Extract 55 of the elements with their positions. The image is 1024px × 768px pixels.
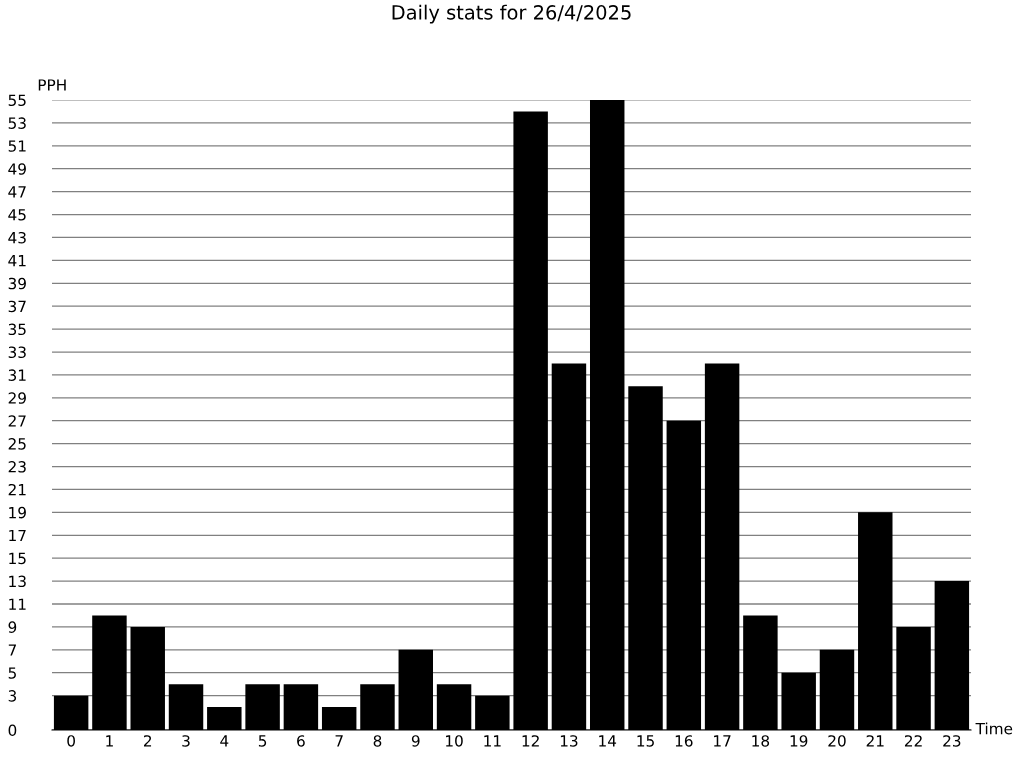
y-tick-label: 33 bbox=[8, 346, 26, 359]
y-tick-label: 43 bbox=[8, 231, 26, 244]
y-tick-label: 45 bbox=[8, 209, 26, 221]
x-tick-label: 6 bbox=[297, 735, 305, 747]
y-tick-label: 7 bbox=[8, 644, 16, 656]
y-tick-label: 31 bbox=[8, 369, 26, 381]
y-tick-label: 27 bbox=[8, 415, 26, 427]
x-tick-label: 15 bbox=[637, 735, 654, 747]
y-tick-label: 19 bbox=[9, 506, 26, 519]
x-tick-label: 9 bbox=[411, 735, 420, 747]
x-tick-label: 16 bbox=[675, 735, 693, 747]
y-tick-label: 53 bbox=[8, 117, 26, 129]
x-tick-label: 11 bbox=[484, 735, 501, 747]
y-tick-label: 21 bbox=[8, 483, 26, 496]
x-tick-label: 17 bbox=[714, 735, 731, 747]
x-tick-label: 10 bbox=[446, 735, 463, 747]
y-tick-label: 0 bbox=[8, 724, 17, 737]
x-tick-label: 1 bbox=[106, 735, 113, 747]
chart-title: Daily stats for 26/4/2025 bbox=[392, 4, 631, 24]
y-tick-label: 51 bbox=[8, 140, 26, 152]
x-tick-label: 4 bbox=[220, 735, 229, 747]
y-tick-label: 47 bbox=[8, 186, 26, 198]
y-tick-label: 39 bbox=[8, 277, 26, 290]
x-tick-label: 22 bbox=[904, 735, 922, 747]
y-tick-label: 55 bbox=[8, 94, 26, 107]
y-tick-label: 25 bbox=[8, 438, 26, 450]
x-tick-label: 19 bbox=[790, 735, 808, 747]
x-tick-label: 8 bbox=[373, 735, 382, 747]
x-tick-label: 3 bbox=[182, 735, 190, 747]
y-tick-label: 17 bbox=[9, 529, 26, 542]
x-tick-label: 21 bbox=[866, 735, 884, 747]
y-tick-label: 15 bbox=[9, 552, 26, 565]
x-tick-label: 5 bbox=[258, 735, 267, 747]
y-tick-label: 37 bbox=[8, 300, 26, 313]
y-tick-label: 13 bbox=[9, 575, 26, 588]
x-tick-label: 18 bbox=[752, 735, 770, 747]
y-tick-label: 11 bbox=[9, 598, 26, 610]
x-tick-label: 23 bbox=[943, 735, 961, 747]
x-tick-label: 0 bbox=[67, 735, 75, 747]
x-tick-label: 13 bbox=[560, 735, 578, 747]
x-tick-label: 2 bbox=[143, 735, 152, 747]
y-tick-label: 9 bbox=[8, 621, 17, 633]
y-tick-label: 5 bbox=[8, 667, 16, 679]
y-axis-title: PPH bbox=[38, 79, 66, 91]
x-tick-label: 14 bbox=[599, 735, 617, 747]
y-tick-label: 49 bbox=[8, 163, 26, 175]
y-tick-label: 41 bbox=[8, 255, 26, 267]
x-tick-label: 20 bbox=[828, 735, 846, 747]
y-tick-label: 23 bbox=[8, 461, 26, 473]
y-tick-label: 35 bbox=[8, 323, 26, 336]
y-tick-label: 29 bbox=[8, 392, 26, 404]
x-tick-label: 12 bbox=[522, 735, 539, 747]
y-tick-label: 3 bbox=[8, 690, 17, 702]
x-axis-title: Time bbox=[975, 722, 1013, 735]
x-tick-label: 7 bbox=[335, 735, 343, 747]
